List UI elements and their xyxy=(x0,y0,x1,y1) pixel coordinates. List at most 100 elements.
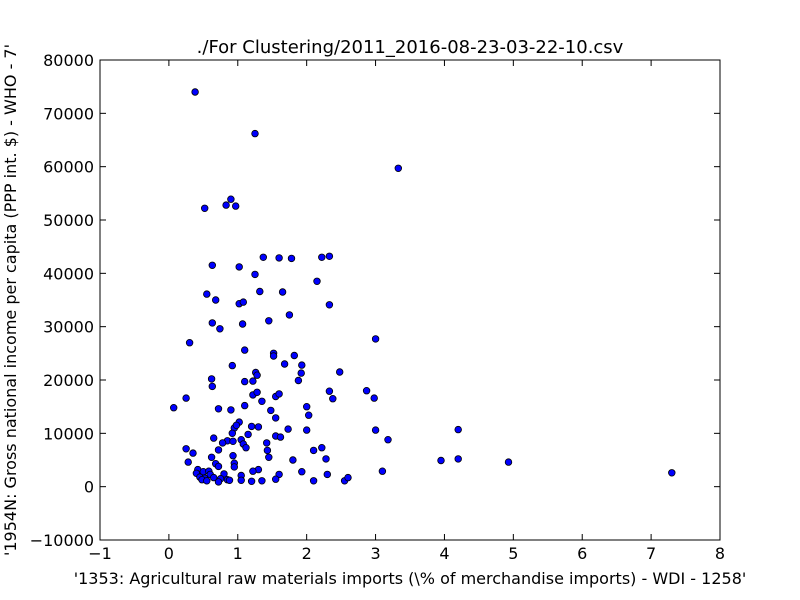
data-point xyxy=(249,467,257,475)
data-point xyxy=(182,394,190,402)
data-point xyxy=(182,445,190,453)
data-point xyxy=(305,411,313,419)
data-point xyxy=(276,433,285,441)
data-point xyxy=(267,406,275,415)
data-point xyxy=(214,478,223,486)
data-point xyxy=(313,277,321,285)
data-point xyxy=(209,473,218,482)
x-tick-label: 1 xyxy=(233,544,243,563)
data-point xyxy=(227,406,235,414)
data-point xyxy=(504,458,513,466)
data-point xyxy=(265,453,273,461)
data-point xyxy=(265,317,273,325)
data-point xyxy=(225,476,234,484)
data-point xyxy=(229,437,237,445)
data-point xyxy=(323,470,331,479)
data-point xyxy=(216,325,224,333)
y-tick-label: 40000 xyxy=(43,264,94,283)
data-point xyxy=(289,456,297,464)
data-point xyxy=(290,351,298,360)
data-point xyxy=(454,455,462,463)
data-point xyxy=(228,429,236,437)
y-tick-label: 20000 xyxy=(43,371,94,390)
data-point xyxy=(275,390,283,398)
data-point xyxy=(329,395,337,403)
data-point xyxy=(230,463,238,471)
x-tick-label: 0 xyxy=(164,544,174,563)
x-tick-label: −1 xyxy=(88,544,112,563)
y-tick-label: 10000 xyxy=(43,424,94,443)
data-point xyxy=(258,397,266,405)
x-tick-label: 4 xyxy=(439,544,449,563)
y-tick-label: 0 xyxy=(84,478,94,497)
data-point xyxy=(272,414,280,422)
data-point xyxy=(237,476,245,484)
data-point xyxy=(249,377,257,385)
data-point xyxy=(325,387,334,395)
data-point xyxy=(254,423,263,431)
data-point xyxy=(371,335,380,343)
data-point xyxy=(259,253,267,261)
data-point xyxy=(258,477,266,485)
y-axis-ticks: −10000 0 10000 20000 30000 40000 50000 60000 700… xyxy=(30,51,720,550)
data-point xyxy=(253,371,261,379)
data-point xyxy=(222,201,230,209)
data-point xyxy=(247,477,256,485)
data-point xyxy=(242,444,250,452)
data-point xyxy=(344,473,352,482)
x-tick-label: 6 xyxy=(577,544,587,563)
data-point xyxy=(362,387,371,395)
data-point xyxy=(209,434,218,442)
data-point xyxy=(275,254,283,262)
data-point xyxy=(309,477,318,485)
data-point xyxy=(303,426,311,434)
data-point xyxy=(235,263,243,271)
data-point xyxy=(238,320,247,328)
x-tick-label: 5 xyxy=(508,544,518,563)
data-points-layer xyxy=(169,88,676,486)
data-point xyxy=(229,452,237,460)
x-tick-label: 8 xyxy=(715,544,725,563)
data-point xyxy=(214,446,223,454)
data-point xyxy=(269,352,278,360)
data-point xyxy=(285,311,294,319)
data-point xyxy=(240,346,249,354)
data-point xyxy=(272,475,280,483)
data-point xyxy=(322,455,330,463)
data-point xyxy=(454,425,462,434)
y-axis-label: '1954N: Gross national income per capita… xyxy=(1,44,20,556)
data-point xyxy=(244,430,252,439)
data-point xyxy=(325,301,334,309)
data-point xyxy=(251,270,259,279)
data-point xyxy=(214,462,223,471)
data-point xyxy=(247,422,256,431)
data-point xyxy=(287,254,296,263)
data-point xyxy=(211,296,220,304)
plot-area-frame xyxy=(99,59,721,541)
chart-title: ./For Clustering/2011_2016-08-23-03-22-1… xyxy=(197,37,624,58)
data-point xyxy=(384,436,392,444)
data-point xyxy=(370,394,378,402)
data-point xyxy=(191,88,199,96)
x-axis-label: '1353: Agricultural raw materials import… xyxy=(74,569,747,588)
x-tick-label: 3 xyxy=(370,544,380,563)
data-point xyxy=(232,421,241,429)
data-point xyxy=(298,468,306,476)
data-point xyxy=(378,467,387,475)
data-point xyxy=(263,446,272,455)
data-point xyxy=(208,319,216,327)
data-point xyxy=(228,361,236,370)
data-point xyxy=(203,290,211,298)
data-point xyxy=(207,375,216,383)
data-point xyxy=(284,425,292,433)
data-point xyxy=(240,401,249,410)
data-point xyxy=(251,129,259,138)
data-point xyxy=(668,469,676,477)
y-tick-label: 30000 xyxy=(43,318,94,337)
data-point xyxy=(309,446,318,455)
data-point xyxy=(394,164,402,172)
data-point xyxy=(208,382,216,391)
data-point xyxy=(280,360,289,368)
data-point xyxy=(298,361,306,369)
